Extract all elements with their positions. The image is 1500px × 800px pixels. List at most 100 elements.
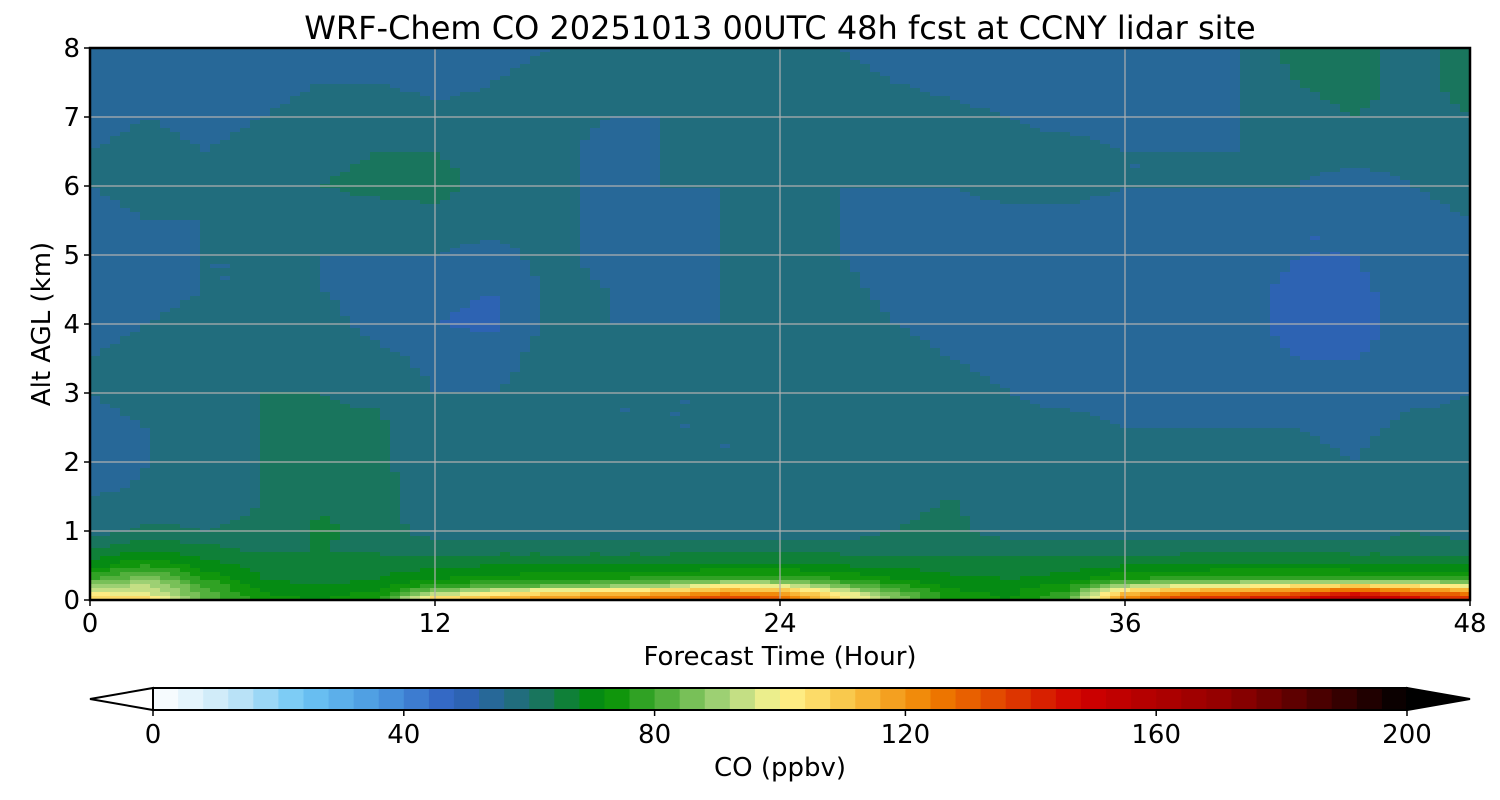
heatmap-cell (180, 52, 191, 57)
heatmap-cell (770, 136, 781, 141)
heatmap-cell (1050, 92, 1061, 97)
heatmap-cell (440, 152, 451, 157)
heatmap-cell (190, 120, 201, 125)
heatmap-cell (870, 148, 881, 153)
heatmap-cell (220, 56, 231, 61)
heatmap-cell (820, 68, 831, 73)
heatmap-cell (1230, 132, 1241, 137)
heatmap-cell (220, 72, 231, 77)
heatmap-cell (340, 144, 351, 149)
heatmap-cell (1240, 132, 1251, 137)
heatmap-cell (200, 76, 211, 81)
heatmap-cell (1030, 172, 1041, 177)
heatmap-cell (960, 152, 971, 157)
heatmap-cell (160, 68, 171, 73)
heatmap-cell (870, 176, 881, 181)
heatmap-cell (600, 180, 611, 185)
heatmap-cell (1060, 160, 1071, 165)
heatmap-cell (460, 68, 471, 73)
heatmap-cell (510, 68, 521, 73)
heatmap-cell (780, 160, 791, 165)
heatmap-cell (1370, 180, 1381, 185)
heatmap-cell (1150, 68, 1161, 73)
heatmap-cell (460, 76, 471, 81)
heatmap-cell (1410, 120, 1421, 125)
heatmap-cell (620, 52, 631, 57)
heatmap-cell (590, 180, 601, 185)
heatmap-cell (790, 48, 801, 53)
heatmap-cell (630, 80, 641, 85)
heatmap-cell (820, 144, 831, 149)
heatmap-cell (480, 48, 491, 53)
heatmap-cell (930, 80, 941, 85)
heatmap-cell (490, 76, 501, 81)
heatmap-cell (500, 116, 511, 121)
heatmap-cell (120, 64, 131, 69)
heatmap-cell (480, 140, 491, 145)
heatmap-cell (1220, 124, 1231, 129)
heatmap-cell (590, 120, 601, 125)
heatmap-cell (110, 96, 121, 101)
heatmap-cell (480, 108, 491, 113)
heatmap-cell (1230, 160, 1241, 165)
heatmap-cell (240, 108, 251, 113)
heatmap-cell (330, 96, 341, 101)
heatmap-cell (1030, 48, 1041, 53)
heatmap-cell (1190, 172, 1201, 177)
heatmap-cell (1090, 100, 1101, 105)
heatmap-cell (780, 92, 791, 97)
heatmap-cell (1100, 152, 1111, 157)
heatmap-cell (680, 188, 691, 193)
heatmap-cell (520, 108, 531, 113)
heatmap-cell (840, 112, 851, 117)
heatmap-cell (1170, 68, 1181, 73)
heatmap-cell (670, 96, 681, 101)
heatmap-cell (410, 80, 421, 85)
heatmap-cell (1410, 152, 1421, 157)
heatmap-cell (1100, 92, 1111, 97)
heatmap-cell (1340, 88, 1351, 93)
heatmap-cell (640, 152, 651, 157)
heatmap-cell (230, 148, 241, 153)
heatmap-cell (610, 144, 621, 149)
heatmap-cell (250, 108, 261, 113)
heatmap-cell (590, 92, 601, 97)
heatmap-cell (730, 52, 741, 57)
heatmap-cell (890, 56, 901, 61)
heatmap-cell (180, 156, 191, 161)
heatmap-cell (290, 140, 301, 145)
heatmap-cell (180, 112, 191, 117)
heatmap-cell (400, 132, 411, 137)
heatmap-cell (820, 188, 831, 193)
heatmap-cell (1310, 56, 1321, 61)
heatmap-cell (1020, 148, 1031, 153)
heatmap-cell (1310, 64, 1321, 69)
heatmap-cell (1360, 128, 1371, 133)
heatmap-cell (960, 108, 971, 113)
heatmap-cell (90, 136, 101, 141)
heatmap-cell (660, 76, 671, 81)
heatmap-cell (400, 180, 411, 185)
heatmap-cell (1010, 136, 1021, 141)
heatmap-cell (890, 136, 901, 141)
heatmap-cell (820, 136, 831, 141)
heatmap-cell (660, 64, 671, 69)
heatmap-cell (1310, 160, 1321, 165)
heatmap-cell (1310, 108, 1321, 113)
heatmap-cell (230, 68, 241, 73)
heatmap-cell (1220, 120, 1231, 125)
heatmap-cell (760, 152, 771, 157)
heatmap-cell (230, 52, 241, 57)
heatmap-cell (590, 144, 601, 149)
heatmap-cell (1220, 64, 1231, 69)
heatmap-cell (780, 48, 791, 53)
heatmap-cell (660, 128, 671, 133)
heatmap-cell (100, 136, 111, 141)
heatmap-cell (360, 92, 371, 97)
heatmap-cell (860, 56, 871, 61)
heatmap-cell (1210, 100, 1221, 105)
heatmap-cell (870, 172, 881, 177)
heatmap-cell (490, 116, 501, 121)
heatmap-cell (360, 152, 371, 157)
heatmap-cell (570, 172, 581, 177)
